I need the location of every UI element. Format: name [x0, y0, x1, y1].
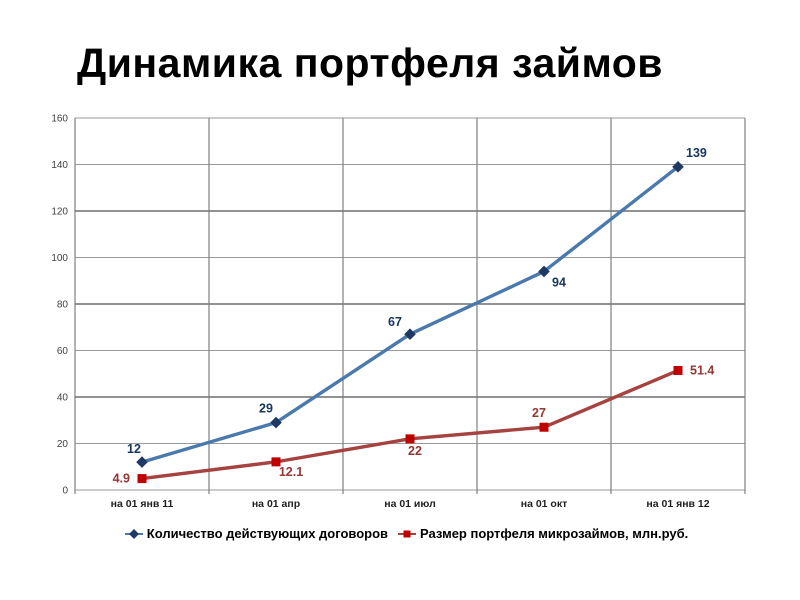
svg-text:на 01 янв 11: на 01 янв 11	[111, 498, 174, 510]
svg-text:60: 60	[57, 346, 69, 357]
svg-text:на 01 июл: на 01 июл	[384, 498, 436, 510]
svg-text:140: 140	[51, 160, 68, 171]
svg-text:12.1: 12.1	[279, 465, 303, 479]
svg-text:на 01 окт: на 01 окт	[521, 498, 568, 510]
legend-item-contracts: Количество действующих договоров	[124, 526, 388, 541]
svg-text:94: 94	[552, 275, 566, 289]
svg-text:160: 160	[51, 114, 68, 125]
svg-text:27: 27	[532, 406, 546, 420]
legend-item-portfolio: Размер портфеля микрозаймов, млн.руб.	[397, 526, 688, 541]
svg-text:12: 12	[127, 442, 141, 456]
legend: Количество действующих договоров Размер …	[70, 526, 742, 541]
svg-text:100: 100	[51, 253, 68, 264]
svg-text:0: 0	[62, 486, 68, 497]
svg-text:на 01 апр: на 01 апр	[252, 498, 300, 510]
svg-text:40: 40	[57, 393, 69, 404]
diamond-marker-icon	[124, 528, 143, 539]
svg-text:120: 120	[51, 207, 68, 218]
svg-text:29: 29	[259, 402, 273, 416]
svg-text:22: 22	[408, 444, 422, 458]
legend-label-contracts: Количество действующих договоров	[146, 526, 389, 541]
svg-text:67: 67	[388, 315, 402, 329]
svg-text:80: 80	[57, 300, 69, 311]
svg-text:на 01 янв 12: на 01 янв 12	[646, 498, 709, 510]
svg-text:4.9: 4.9	[113, 472, 130, 486]
svg-text:20: 20	[57, 439, 69, 450]
svg-text:51.4: 51.4	[690, 363, 714, 377]
svg-text:139: 139	[686, 146, 707, 160]
square-marker-icon	[398, 530, 417, 537]
legend-label-portfolio: Размер портфеля микрозаймов, млн.руб.	[420, 526, 689, 541]
chart-title: Динамика портфеля займов	[77, 40, 663, 86]
